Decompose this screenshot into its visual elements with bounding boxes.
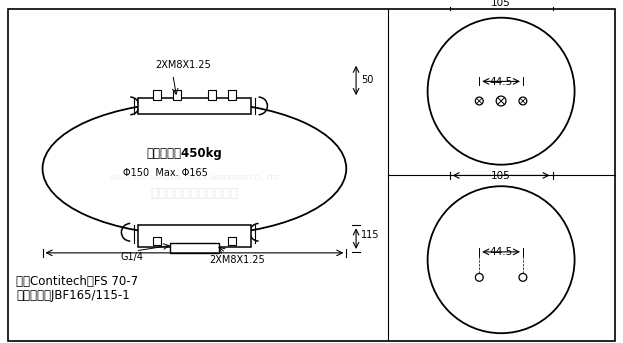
Bar [153, 90, 161, 100]
Text: 115: 115 [361, 230, 379, 240]
Text: SHANGHAI SONGXIA SHOCK ABSORBER CO., LTD: SHANGHAI SONGXIA SHOCK ABSORBER CO., LTD [110, 175, 279, 181]
Bar [208, 90, 216, 100]
Text: G1/4: G1/4 [121, 252, 144, 262]
Text: 105: 105 [491, 0, 511, 8]
Text: 最大承载：450kg: 最大承载：450kg [147, 147, 222, 161]
Text: 44.5: 44.5 [490, 77, 513, 87]
Bar [170, 243, 219, 253]
Text: 上海松夏梁震器有限公司: 上海松夏梁震器有限公司 [150, 187, 239, 200]
Text: 产品型号：JBF165/115-1: 产品型号：JBF165/115-1 [16, 289, 130, 303]
Text: 50: 50 [361, 75, 373, 85]
Text: 对应Contitech：FS 70-7: 对应Contitech：FS 70-7 [16, 275, 138, 288]
Bar [153, 237, 161, 245]
Text: 2XM8X1.25: 2XM8X1.25 [209, 255, 265, 265]
Text: Φ150  Max. Φ165: Φ150 Max. Φ165 [123, 168, 207, 178]
Bar [138, 225, 250, 247]
Bar [173, 90, 181, 100]
Bar [228, 90, 235, 100]
Text: 44.5: 44.5 [490, 247, 513, 257]
Text: 105: 105 [491, 172, 511, 181]
Text: 2XM8X1.25: 2XM8X1.25 [155, 60, 211, 70]
Bar [138, 98, 250, 114]
Bar [228, 237, 235, 245]
